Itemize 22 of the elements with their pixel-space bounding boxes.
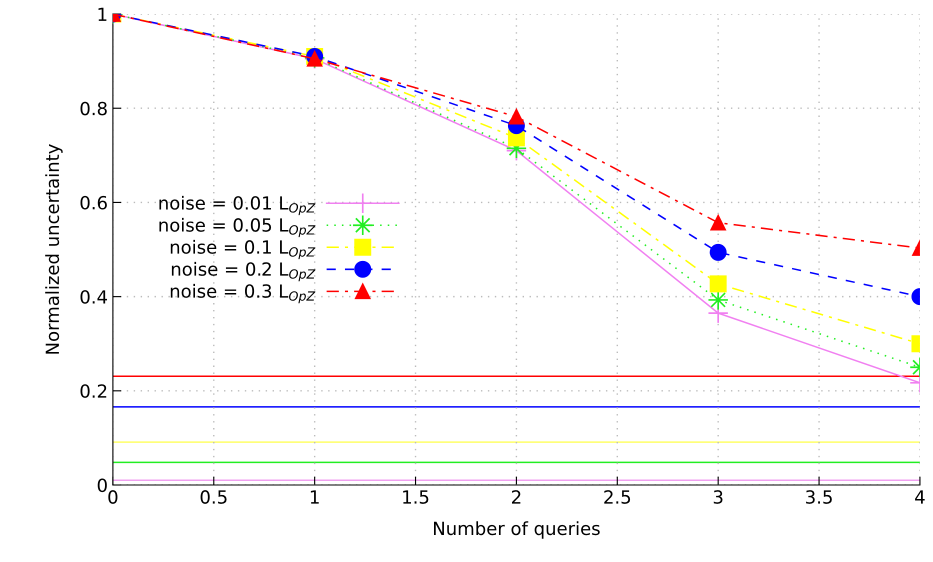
x-tick-label: 2.5 <box>604 490 630 504</box>
legend-label: noise = 0.3 L$_{OpZ}$ <box>170 284 316 304</box>
x-tick-label: 3.5 <box>806 490 832 504</box>
legend-label: noise = 0.2 L$_{OpZ}$ <box>172 262 316 282</box>
legend-label: noise = 0.1 L$_{OpZ}$ <box>170 240 316 260</box>
x-tick-label: 4 <box>915 490 925 504</box>
legend-label: noise = 0.05 L$_{OpZ}$ <box>159 218 316 238</box>
x-tick-label: 0.5 <box>200 490 227 504</box>
legend-label: noise = 0.01 L$_{OpZ}$ <box>159 196 316 216</box>
y-tick-label: 0.2 <box>80 384 106 398</box>
x-tick-label: 1 <box>310 490 319 504</box>
y-tick-label: 1 <box>98 8 106 21</box>
y-tick-label: 0.4 <box>80 290 108 304</box>
y-tick-label: 0.8 <box>80 102 107 116</box>
x-tick-label: 0 <box>108 490 118 504</box>
y-axis-title: Normalized uncertainty <box>45 144 63 354</box>
x-tick-label: 2 <box>512 490 520 504</box>
x-tick-label: 1.5 <box>403 490 428 504</box>
x-axis-title: Number of queries <box>434 521 600 539</box>
x-tick-label: 3 <box>714 490 722 504</box>
y-tick-label: 0 <box>98 478 107 492</box>
y-tick-label: 0.6 <box>80 196 107 210</box>
